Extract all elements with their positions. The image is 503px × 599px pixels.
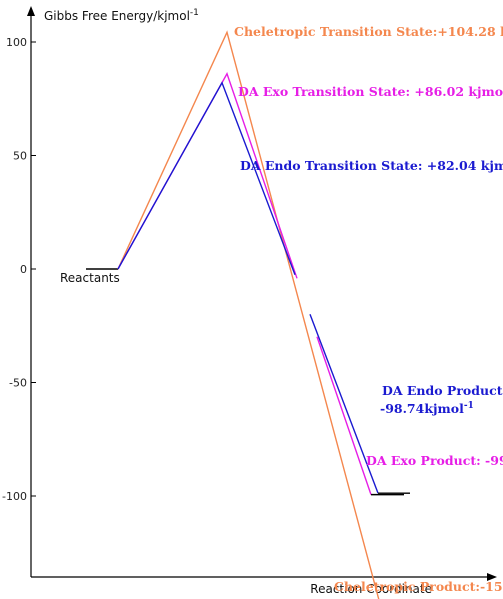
- energy-profile-line: [309, 314, 379, 494]
- energy-profile-line: [316, 336, 372, 495]
- cheletropic-ts-label: Cheletropic Transition State:+104.28 kjm…: [234, 24, 503, 39]
- da-endo-product-label: DA Endo Product:: [382, 383, 503, 398]
- energy-profile-line: [117, 72, 298, 279]
- da-endo-ts-label: DA Endo Transition State: +82.04 kjmol-1: [240, 158, 503, 173]
- reactants-label: Reactants: [60, 271, 120, 285]
- energy-profiles: [86, 30, 410, 599]
- y-tick-label: -50: [9, 377, 27, 390]
- y-axis-title: Gibbs Free Energy/kjmol-1: [44, 8, 199, 23]
- y-tick-label: -100: [2, 490, 27, 503]
- y-tick-label: 100: [6, 36, 27, 49]
- da-exo-product-label: DA Exo Product: -99.39: [366, 453, 503, 468]
- x-axis-title: Reaction Coordinate: [310, 582, 432, 596]
- x-axis-arrowhead: [487, 573, 497, 581]
- energy-profile-line: [117, 30, 380, 599]
- y-axis-arrowhead: [27, 6, 35, 16]
- y-tick-label: 50: [13, 150, 27, 163]
- da-endo-product-value: -98.74kjmol-1: [380, 401, 474, 416]
- da-exo-ts-label: DA Exo Transition State: +86.02 kjmol-1: [238, 84, 503, 99]
- cheletropic-product-label: Cheletropic Product:-155.73: [334, 579, 503, 594]
- chart-annotations: Reactants Cheletropic Transition State:+1…: [60, 24, 503, 594]
- y-tick-label: 0: [20, 263, 27, 276]
- energy-profile-line: [117, 81, 296, 276]
